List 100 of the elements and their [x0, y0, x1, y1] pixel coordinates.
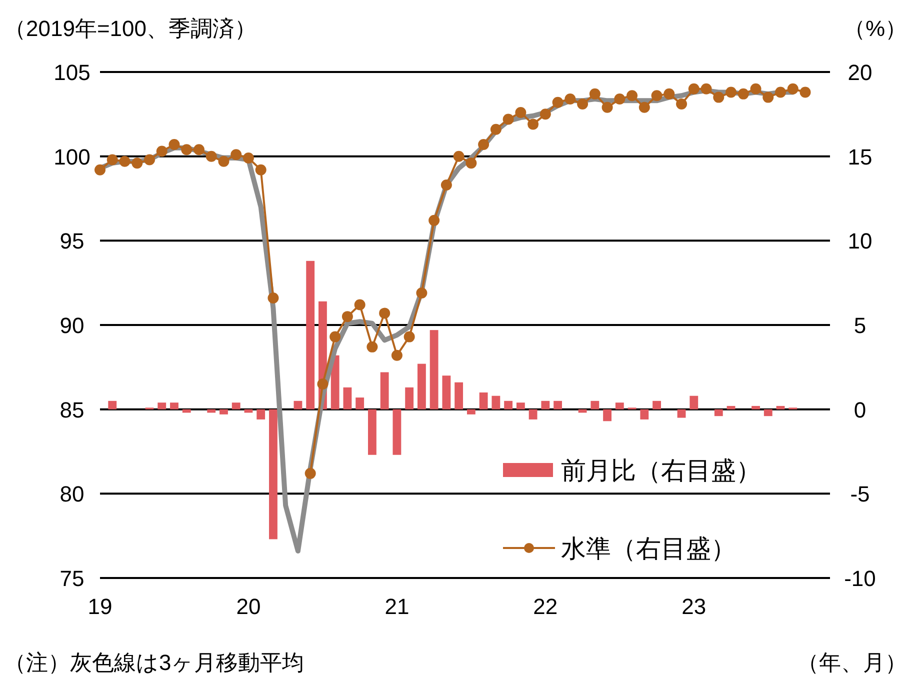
x-tick-label: 19 — [88, 594, 112, 619]
point — [762, 92, 774, 103]
bar — [158, 402, 166, 410]
point — [230, 149, 242, 160]
bar — [232, 402, 240, 410]
legend-label: 水準（右目盛） — [561, 535, 736, 563]
bar — [492, 396, 500, 410]
text: （注）灰色線は3ヶ月移動平均 — [4, 650, 304, 675]
y2-tick-label: 10 — [848, 228, 872, 254]
point — [94, 164, 106, 176]
point — [168, 139, 180, 150]
y-tick-label: 90 — [60, 313, 84, 338]
point — [366, 341, 378, 352]
point — [478, 139, 490, 150]
point — [638, 102, 650, 113]
bar — [170, 402, 178, 410]
bar — [690, 396, 698, 410]
bar — [343, 387, 352, 410]
bar — [652, 400, 661, 410]
point — [602, 102, 613, 113]
bar — [615, 402, 624, 410]
point — [255, 164, 266, 176]
x-tick-label: 20 — [236, 594, 261, 619]
y2-tick-label: 5 — [854, 313, 866, 338]
bar — [417, 364, 426, 410]
point — [206, 150, 217, 162]
y2-tick-label: -10 — [844, 566, 876, 591]
point — [453, 150, 464, 162]
point — [564, 93, 576, 104]
y2-tick-label: 20 — [848, 60, 872, 85]
point — [614, 93, 626, 104]
point — [317, 378, 328, 390]
point — [181, 144, 192, 156]
bar — [640, 409, 649, 420]
y2-tick-label: 0 — [854, 397, 866, 422]
bar — [368, 409, 376, 455]
point — [664, 88, 675, 100]
y2-axis-title: （%） — [843, 16, 907, 41]
point — [379, 308, 390, 319]
point — [404, 331, 415, 342]
bar — [220, 409, 228, 414]
point — [242, 152, 254, 164]
bar — [294, 400, 302, 410]
point — [330, 331, 341, 342]
point — [713, 92, 724, 103]
y-tick-label: 105 — [54, 60, 90, 85]
point — [750, 83, 762, 94]
bar — [108, 400, 117, 410]
point — [775, 86, 786, 98]
point — [218, 156, 230, 167]
y-tick-label: 100 — [54, 144, 90, 170]
point — [304, 468, 316, 479]
bar — [442, 376, 451, 410]
x-axis-title: （年、月） — [797, 650, 907, 675]
point — [119, 156, 130, 167]
bar — [776, 406, 785, 410]
x-tick-label: 23 — [682, 594, 706, 619]
bar — [554, 400, 562, 410]
point — [738, 88, 749, 100]
point — [440, 180, 452, 191]
point — [132, 158, 143, 169]
point — [156, 146, 168, 157]
legend-label: 前月比（右目盛） — [561, 457, 761, 485]
bar — [269, 409, 278, 540]
bar — [306, 260, 315, 410]
point — [589, 88, 600, 100]
point — [651, 90, 662, 102]
point — [552, 96, 564, 108]
point — [515, 106, 526, 118]
y2-tick-label: 15 — [848, 144, 872, 170]
bar — [454, 382, 464, 410]
bar — [330, 355, 340, 410]
bar — [590, 400, 600, 410]
point — [700, 83, 712, 94]
point — [428, 214, 440, 226]
x-tick-label: 22 — [533, 594, 558, 619]
point — [726, 86, 737, 98]
point — [577, 98, 588, 110]
point — [676, 98, 688, 110]
y-tick-label: 80 — [60, 482, 84, 507]
bar — [356, 398, 364, 410]
point — [193, 144, 204, 156]
point — [800, 86, 811, 98]
point — [466, 158, 477, 169]
y-tick-label: 95 — [60, 228, 84, 254]
point — [391, 350, 402, 361]
y2-tick-label: -5 — [850, 482, 870, 507]
bar — [504, 400, 513, 410]
point — [787, 83, 798, 94]
point — [626, 90, 638, 102]
point — [688, 83, 700, 94]
bar — [392, 409, 402, 455]
bar — [466, 409, 476, 414]
bar — [516, 402, 525, 410]
x-tick-label: 21 — [384, 594, 410, 619]
bar — [430, 330, 438, 410]
point — [502, 114, 514, 125]
bar — [764, 409, 772, 416]
point — [490, 124, 502, 135]
bar — [541, 400, 550, 410]
